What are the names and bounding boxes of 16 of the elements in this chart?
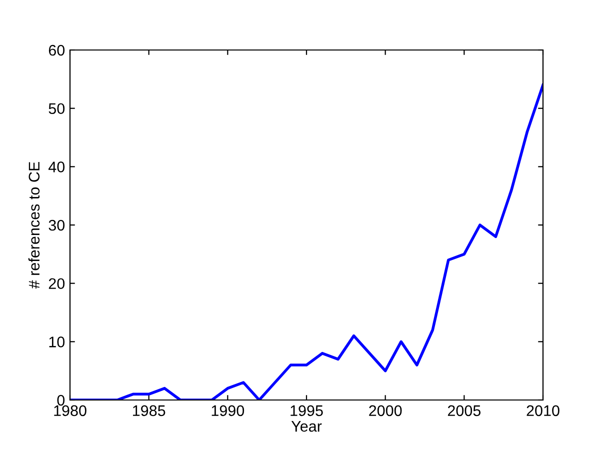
x-tick-label: 2000: [369, 405, 402, 416]
x-tick-label: 2010: [526, 405, 560, 416]
y-tick-label: 0: [57, 394, 65, 406]
x-tick-label: 2005: [448, 405, 481, 416]
y-tick-label: 20: [48, 278, 65, 290]
x-axis-title: Year: [291, 421, 322, 432]
y-tick-label: 10: [49, 336, 65, 348]
x-tick-label: 1980: [54, 405, 86, 416]
y-tick-label: 50: [48, 103, 65, 114]
x-tick-label: 1985: [133, 405, 166, 416]
x-tick-label: 1990: [212, 405, 244, 416]
y-axis-title: # references to CE: [28, 162, 40, 289]
y-tick-label: 30: [48, 220, 65, 231]
x-tick-label: 1995: [290, 405, 323, 416]
y-tick-label: 60: [48, 44, 65, 56]
y-tick-label: 40: [48, 162, 65, 172]
